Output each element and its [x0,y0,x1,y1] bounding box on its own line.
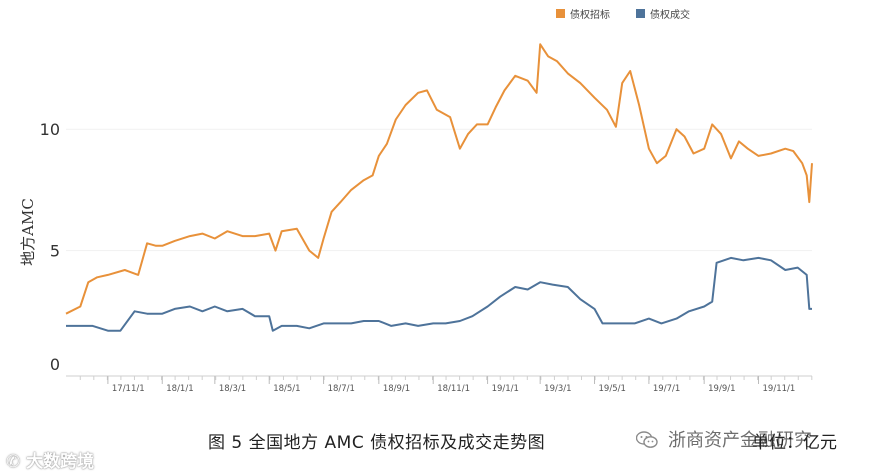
x-tick-label: 18/5/1 [273,384,300,394]
legend-swatch-deal [636,9,645,18]
x-tick-label: 19/5/1 [599,384,626,394]
x-tick-label: 18/9/1 [383,384,410,394]
legend: 债权招标 债权成交 [556,6,690,21]
legend-label-bid: 债权招标 [570,10,610,21]
x-tick-label: 18/1/1 [166,384,193,394]
watermark-text: 浙商资产金融研究 [668,430,812,451]
legend-label-deal: 债权成交 [650,10,690,21]
gridlines [66,128,812,252]
x-tick-label: 19/3/1 [544,384,571,394]
x-tick-label: 18/11/1 [437,384,470,394]
x-tick-label: 19/9/1 [708,384,735,394]
y-tick-label: 10 [40,120,60,139]
x-axis-ticks: 17/11/1 18/1/1 18/3/1 18/5/1 18/7/1 18/9/1 18/… [66,375,813,394]
series-line-1 [66,256,812,332]
logo-icon: ✆ [6,452,27,472]
figure-caption: 图 5 全国地方 AMC 债权招标及成交走势图 [208,433,546,453]
x-tick-label: 19/11/1 [763,384,796,394]
unit-label: 单位：亿元 [752,433,837,453]
x-tick-label: 18/3/1 [219,384,246,394]
wechat-icon [636,431,658,448]
series-line-0 [65,43,813,315]
y-tick-label: 0 [50,355,60,374]
y-axis-label: 地方AMC [19,198,37,266]
x-tick-label: 17/11/1 [112,384,145,394]
logo-text: 大数跨境 [26,452,95,472]
series-lines [65,43,813,332]
legend-swatch-bid [556,9,565,18]
x-tick-label: 18/7/1 [328,384,355,394]
watermark: 浙商资产金融研究 [636,426,812,452]
x-tick-label: 19/7/1 [653,384,680,394]
y-tick-label: 5 [50,242,60,261]
legend-item-deal: 债权成交 [636,6,690,21]
x-tick-label: 19/1/1 [492,384,519,394]
legend-item-bid: 债权招标 [556,6,610,21]
logo: ✆ 大数跨境 [6,447,94,472]
y-axis-ticks: 0 5 10 [40,120,60,374]
